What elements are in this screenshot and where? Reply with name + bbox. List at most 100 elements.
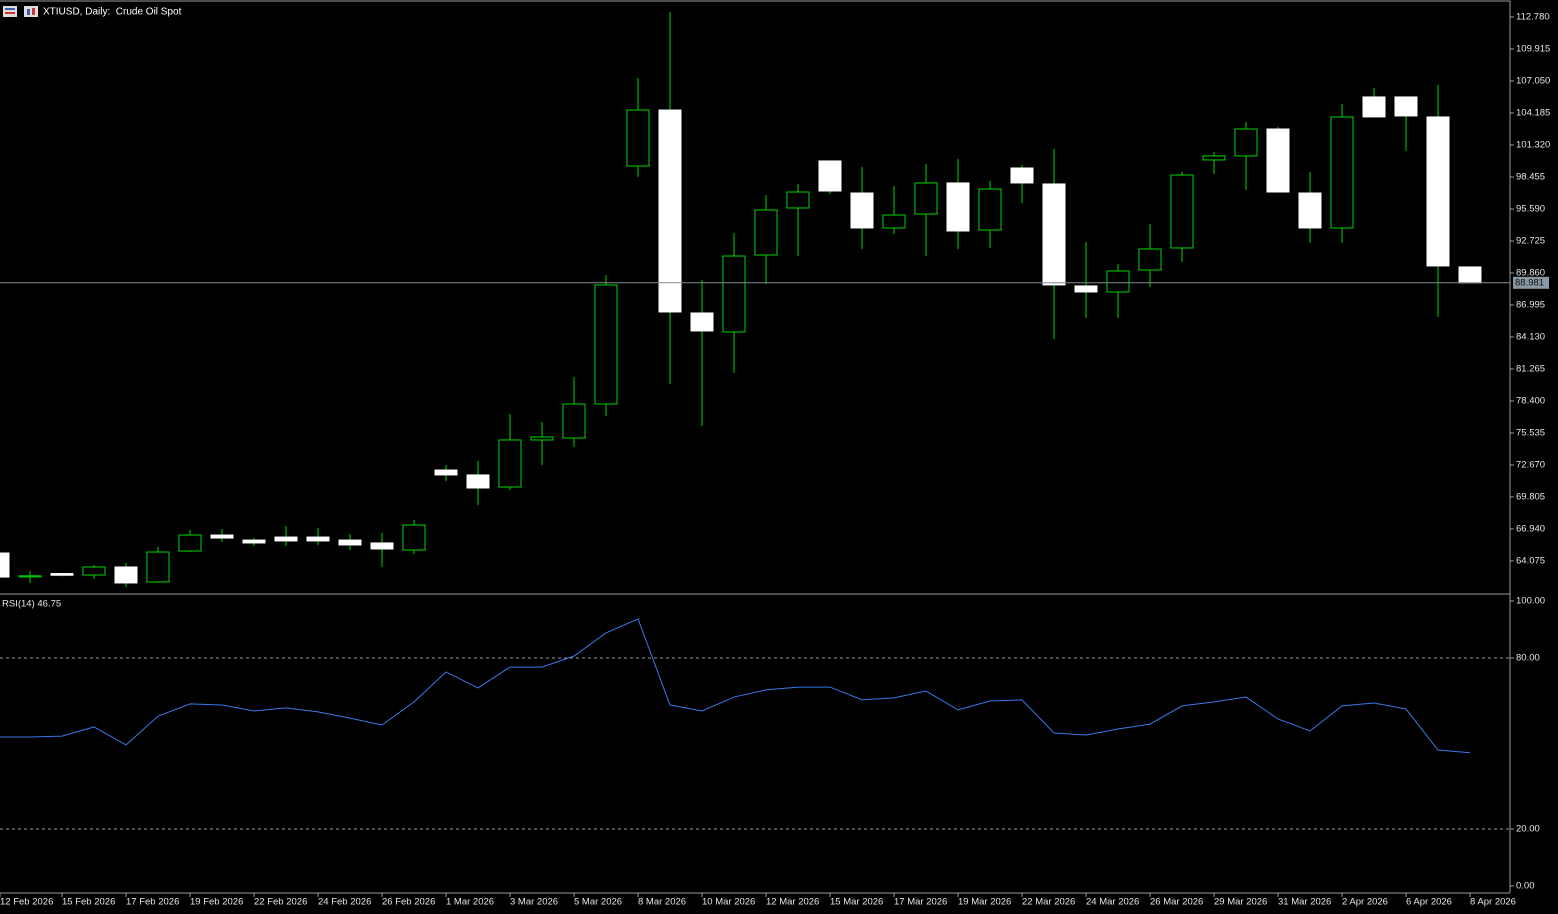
candle-body <box>1394 96 1418 117</box>
x-tick-label: 5 Mar 2026 <box>574 897 622 908</box>
candle-body <box>1074 285 1098 293</box>
candle-body <box>1042 183 1066 286</box>
candle-body <box>1458 266 1482 284</box>
y-tick-label: 75.535 <box>1516 428 1545 439</box>
candle-body <box>306 536 330 542</box>
x-tick-label: 19 Mar 2026 <box>958 897 1011 908</box>
candle-body <box>818 160 842 192</box>
candle-body <box>850 192 874 229</box>
y-tick-label: 86.995 <box>1516 300 1545 311</box>
chart-icon <box>24 6 38 17</box>
y-tick-label: 109.915 <box>1516 43 1550 54</box>
candle-body <box>434 469 458 476</box>
candle-body <box>690 312 714 332</box>
candle-body <box>50 573 74 576</box>
x-tick-label: 12 Feb 2026 <box>0 897 53 908</box>
chart-icon-bar <box>32 8 35 15</box>
candle-body <box>882 214 906 229</box>
rsi-line <box>0 618 1471 754</box>
y-tick-label: 92.725 <box>1516 235 1545 246</box>
candle-body <box>754 209 778 256</box>
x-tick-label: 1 Mar 2026 <box>446 897 494 908</box>
y-tick-label: 66.940 <box>1516 524 1545 535</box>
candle-body <box>562 403 586 439</box>
candle-body <box>1106 270 1130 293</box>
x-tick-label: 12 Mar 2026 <box>766 897 819 908</box>
y-tick-label: 104.185 <box>1516 107 1550 118</box>
candle-body <box>82 566 106 576</box>
last-price-box <box>1513 276 1549 289</box>
candle-body <box>530 436 554 441</box>
candle-body <box>1170 174 1194 249</box>
candle-body <box>722 255 746 333</box>
y-tick-label: 100.00 <box>1516 596 1545 607</box>
candle-body <box>402 524 426 551</box>
candle-body <box>978 188 1002 231</box>
x-tick-label: 8 Mar 2026 <box>638 897 686 908</box>
candle-body <box>210 534 234 539</box>
indicator-title: RSI(14) 46.75 <box>2 599 61 610</box>
candle-body <box>1426 116 1450 267</box>
candle-body <box>1234 128 1258 157</box>
last-price-label: 88.981 <box>1515 277 1544 288</box>
y-tick-label: 0.00 <box>1516 881 1535 892</box>
candle-body <box>146 551 170 583</box>
y-tick-label: 98.455 <box>1516 171 1545 182</box>
x-tick-label: 24 Feb 2026 <box>318 897 371 908</box>
candle-body <box>370 542 394 550</box>
menu-icon-bar <box>5 12 15 14</box>
y-tick-label: 107.050 <box>1516 75 1550 86</box>
candle-body <box>178 534 202 552</box>
chart-title: XTIUSD, Daily: Crude Oil Spot <box>43 7 182 18</box>
candle-body <box>1010 167 1034 184</box>
x-tick-label: 3 Mar 2026 <box>510 897 558 908</box>
y-tick-label: 20.00 <box>1516 824 1540 835</box>
y-tick-label: 80.00 <box>1516 653 1540 664</box>
y-tick-label: 81.265 <box>1516 364 1545 375</box>
candle-body <box>658 109 682 313</box>
x-tick-label: 2 Apr 2026 <box>1342 897 1388 908</box>
x-tick-label: 24 Mar 2026 <box>1086 897 1139 908</box>
y-tick-label: 95.590 <box>1516 203 1545 214</box>
y-tick-label: 64.075 <box>1516 556 1545 567</box>
x-tick-label: 8 Apr 2026 <box>1470 897 1516 908</box>
candle-body <box>498 439 522 488</box>
candle-body <box>594 284 618 405</box>
candle-body <box>0 552 10 578</box>
candle-body <box>114 566 138 584</box>
chart-icon-bar <box>27 9 30 15</box>
candle-body <box>18 575 42 578</box>
x-tick-label: 26 Mar 2026 <box>1150 897 1203 908</box>
x-tick-label: 10 Mar 2026 <box>702 897 755 908</box>
candle-body <box>1330 116 1354 229</box>
y-tick-label: 84.130 <box>1516 332 1545 343</box>
x-tick-label: 19 Feb 2026 <box>190 897 243 908</box>
candle-body <box>786 191 810 209</box>
symbol-icons <box>3 6 38 17</box>
candle-body <box>274 536 298 542</box>
candle-body <box>626 109 650 167</box>
x-tick-label: 29 Mar 2026 <box>1214 897 1267 908</box>
y-tick-label: 101.320 <box>1516 139 1550 150</box>
menu-icon <box>3 6 17 17</box>
x-tick-label: 17 Feb 2026 <box>126 897 179 908</box>
candle-body <box>1202 155 1226 161</box>
candle-body <box>1138 248 1162 271</box>
x-tick-label: 17 Mar 2026 <box>894 897 947 908</box>
candle-body <box>946 182 970 232</box>
candle-body <box>1298 192 1322 229</box>
x-tick-label: 26 Feb 2026 <box>382 897 435 908</box>
candle-body <box>242 539 266 544</box>
x-tick-label: 31 Mar 2026 <box>1278 897 1331 908</box>
candle-body <box>466 474 490 489</box>
x-tick-label: 15 Mar 2026 <box>830 897 883 908</box>
y-tick-label: 89.860 <box>1516 268 1545 279</box>
x-tick-label: 6 Apr 2026 <box>1406 897 1452 908</box>
x-tick-label: 22 Mar 2026 <box>1022 897 1075 908</box>
menu-icon-bar <box>5 8 15 10</box>
x-tick-label: 22 Feb 2026 <box>254 897 307 908</box>
x-tick-label: 15 Feb 2026 <box>62 897 115 908</box>
y-tick-label: 112.780 <box>1516 11 1550 22</box>
